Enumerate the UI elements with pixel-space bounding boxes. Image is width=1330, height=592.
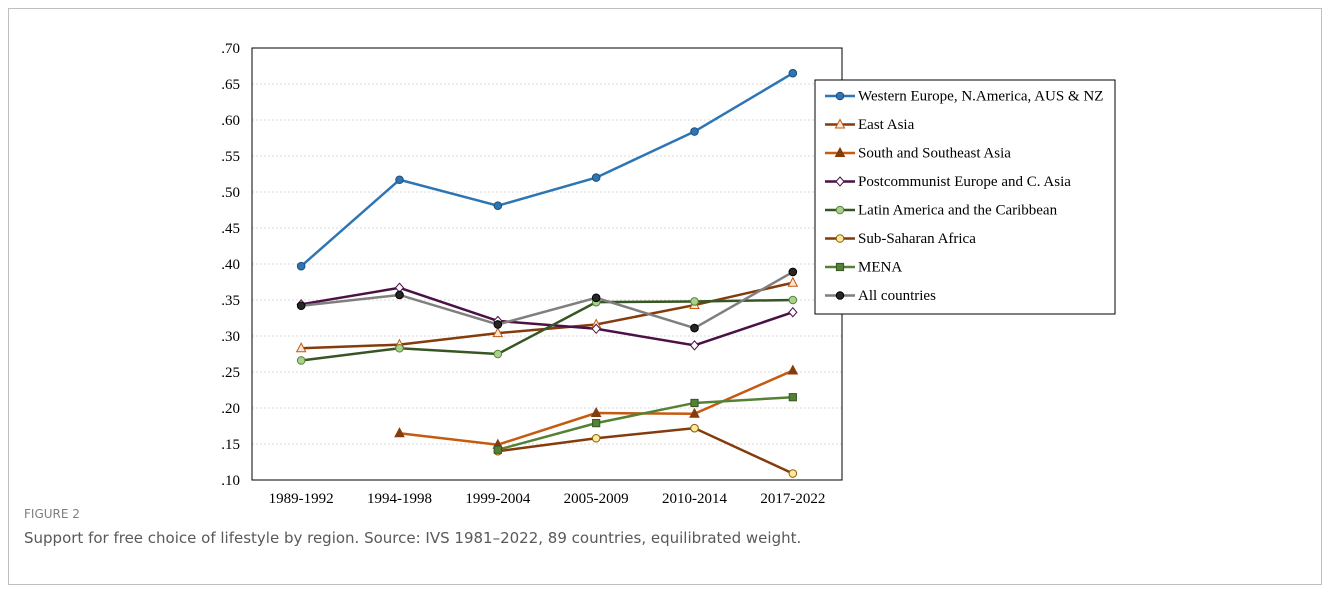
marker bbox=[493, 320, 503, 329]
marker bbox=[834, 146, 846, 157]
series-line bbox=[300, 286, 794, 347]
y-tick-label: .55 bbox=[221, 149, 240, 165]
marker bbox=[788, 267, 798, 277]
y-tick-label: .50 bbox=[221, 185, 240, 201]
y-tick-label: .35 bbox=[221, 293, 240, 309]
marker bbox=[591, 323, 601, 335]
y-tick-label: .45 bbox=[221, 221, 240, 237]
marker bbox=[690, 127, 699, 136]
marker bbox=[296, 261, 306, 271]
legend-label: East Asia bbox=[858, 117, 915, 133]
legend-label: MENA bbox=[858, 260, 902, 276]
marker bbox=[493, 349, 503, 359]
marker bbox=[295, 342, 307, 353]
series-line bbox=[497, 426, 794, 475]
figure-label: FIGURE 2 bbox=[24, 507, 80, 521]
x-tick-label: 1999-2004 bbox=[465, 491, 530, 507]
marker bbox=[493, 201, 503, 210]
marker bbox=[835, 262, 845, 272]
marker bbox=[788, 295, 798, 305]
marker bbox=[788, 469, 798, 478]
marker bbox=[493, 445, 502, 454]
x-tick-label: 1989-1992 bbox=[269, 491, 334, 507]
legend-label: Western Europe, N.America, AUS & NZ bbox=[858, 89, 1103, 105]
y-tick-label: .40 bbox=[221, 257, 240, 273]
marker bbox=[788, 306, 798, 318]
marker bbox=[591, 173, 601, 182]
x-tick-label: 2005-2009 bbox=[564, 491, 629, 507]
marker bbox=[835, 291, 845, 300]
marker bbox=[591, 293, 601, 303]
marker bbox=[835, 234, 845, 243]
marker bbox=[395, 290, 404, 300]
legend-label: Latin America and the Caribbean bbox=[858, 203, 1058, 219]
series-line bbox=[300, 72, 794, 268]
marker bbox=[690, 398, 699, 408]
marker bbox=[296, 301, 306, 311]
marker bbox=[787, 276, 799, 287]
y-tick-label: .10 bbox=[221, 473, 240, 489]
legend-frame bbox=[814, 79, 1116, 315]
marker bbox=[591, 433, 601, 443]
marker bbox=[689, 340, 700, 351]
series-line bbox=[301, 270, 794, 330]
marker bbox=[690, 323, 699, 333]
marker bbox=[788, 393, 797, 402]
marker bbox=[834, 118, 846, 129]
y-tick-label: .25 bbox=[221, 365, 240, 381]
legend-label: All countries bbox=[858, 288, 936, 304]
marker bbox=[835, 91, 845, 101]
y-tick-label: .15 bbox=[221, 437, 240, 453]
legend-label: South and Southeast Asia bbox=[858, 146, 1011, 162]
marker bbox=[690, 423, 699, 433]
series-line bbox=[497, 395, 793, 451]
marker bbox=[492, 327, 504, 338]
marker bbox=[394, 427, 405, 438]
marker bbox=[788, 68, 798, 78]
y-tick-label: .60 bbox=[221, 113, 240, 129]
y-tick-label: .20 bbox=[221, 401, 240, 417]
y-tick-label: .30 bbox=[221, 329, 240, 345]
marker bbox=[690, 297, 699, 306]
x-tick-label: 1994-1998 bbox=[367, 491, 432, 507]
x-tick-label: 2010-2014 bbox=[662, 491, 727, 507]
legend-label: Sub-Saharan Africa bbox=[858, 231, 976, 247]
marker bbox=[835, 176, 845, 187]
caption: Support for free choice of lifestyle by … bbox=[24, 529, 801, 547]
y-tick-label: .65 bbox=[221, 77, 240, 93]
marker bbox=[689, 407, 700, 418]
marker bbox=[395, 175, 404, 185]
marker bbox=[592, 419, 601, 428]
x-tick-label: 2017-2022 bbox=[760, 491, 825, 507]
marker bbox=[296, 356, 306, 365]
series-line bbox=[301, 298, 793, 362]
figure-frame bbox=[8, 8, 1322, 585]
y-tick-label: .70 bbox=[221, 41, 240, 57]
marker bbox=[590, 406, 602, 418]
marker bbox=[395, 343, 404, 353]
marker bbox=[835, 205, 845, 215]
legend-label: Postcommunist Europe and C. Asia bbox=[858, 174, 1071, 190]
marker bbox=[787, 364, 799, 375]
